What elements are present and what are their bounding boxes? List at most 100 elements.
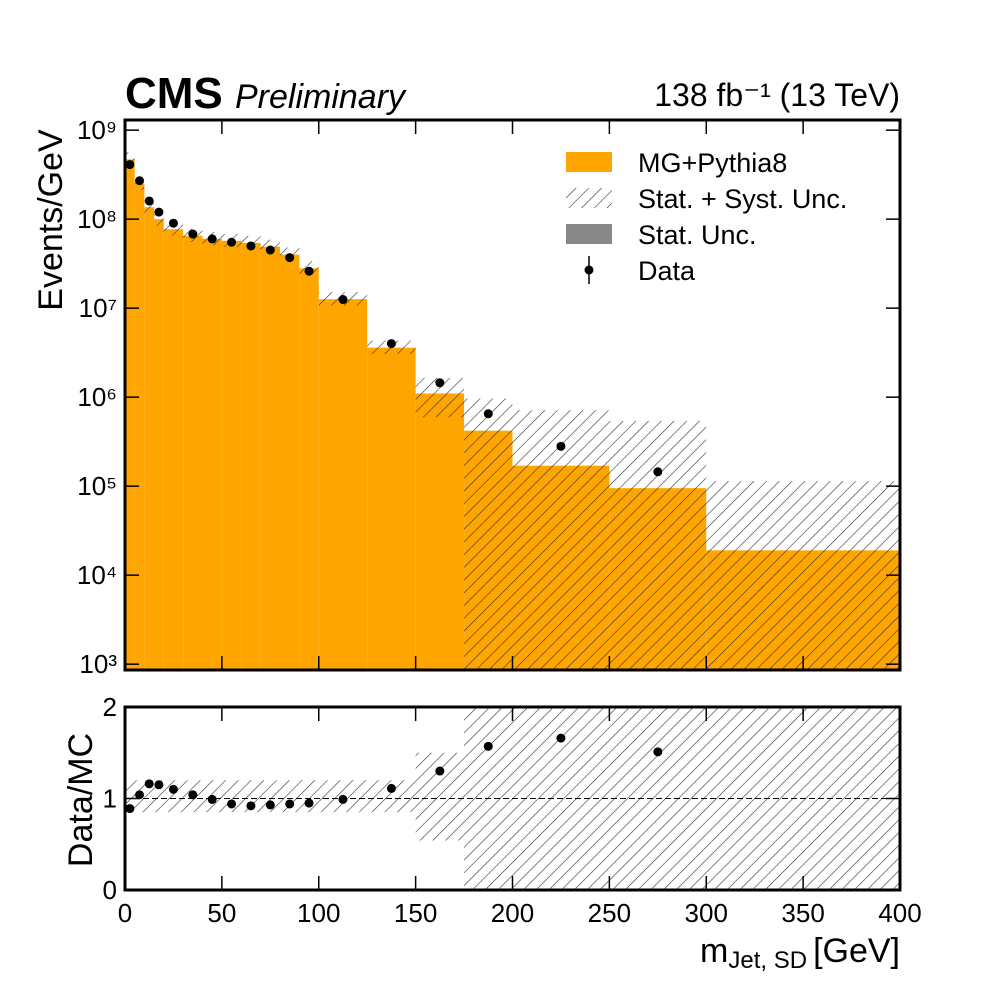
ratio-point [338, 794, 348, 804]
ratio-point [168, 784, 178, 794]
unc-band [464, 398, 513, 670]
data-point [168, 218, 178, 228]
mc-bar [125, 159, 135, 670]
ratio-unc-band [415, 752, 465, 841]
ratio-point [154, 780, 164, 790]
data-point [386, 339, 396, 349]
ratio-point [556, 733, 566, 743]
ratio-point [135, 790, 145, 800]
data-point [304, 266, 314, 276]
mc-bar [299, 268, 319, 670]
ratio-unc-band [163, 780, 184, 813]
x-tick-label: 200 [491, 898, 534, 928]
data-point [483, 409, 493, 419]
ratio-unc-band [260, 780, 280, 813]
y-tick-label: 10⁸ [77, 204, 117, 234]
mc-bar [183, 235, 203, 670]
mc-bar [415, 393, 465, 670]
y-tick-label: 10³ [79, 649, 117, 679]
y-tick-label: 2 [103, 692, 117, 722]
x-tick-label: 300 [685, 898, 728, 928]
y-tick-label: 10⁷ [79, 293, 117, 323]
legend-label: Stat. Unc. [638, 220, 757, 250]
ratio-point [653, 747, 663, 757]
ratio-unc-band [464, 707, 513, 890]
unc-band [154, 212, 164, 226]
y-tick-label: 10⁵ [77, 471, 117, 501]
data-point [188, 229, 198, 239]
x-label-sub: Jet, SD [728, 947, 807, 974]
unc-band [706, 481, 900, 670]
data-point [435, 378, 445, 388]
legend-swatch [566, 188, 612, 208]
ratio-unc-band [144, 780, 155, 813]
ratio-point [144, 779, 154, 789]
ratio-point [207, 794, 217, 804]
mc-bar [318, 299, 368, 670]
ratio-unc-band [280, 780, 300, 813]
main-plot [125, 152, 900, 670]
mc-bar [241, 242, 261, 670]
unc-band [144, 200, 155, 214]
status: Preliminary [235, 78, 407, 116]
unc-band [125, 152, 135, 166]
ratio-point [227, 799, 237, 809]
x-label-unit: [GeV] [813, 932, 900, 970]
mc-bar [154, 219, 164, 670]
ratio-point [483, 741, 493, 751]
unc-band [163, 222, 184, 236]
x-tick-label: 400 [878, 898, 921, 928]
data-point [653, 467, 663, 477]
data-point [144, 196, 154, 206]
panel-frame [123, 118, 902, 672]
ratio-unc-band [221, 780, 242, 813]
x-tick-label: 350 [781, 898, 824, 928]
x-tick-label: 50 [207, 898, 236, 928]
panel-frame [123, 705, 902, 892]
ratio-point [285, 799, 295, 809]
x-label-main: m [700, 932, 728, 970]
lumi: 138 fb⁻¹ (13 TeV) [654, 77, 900, 113]
mc-bar [134, 183, 145, 670]
y-tick-label: 1 [103, 784, 117, 814]
mc-bar [280, 254, 300, 670]
unc-band [609, 420, 707, 670]
ratio-plot [125, 707, 900, 890]
ratio-y-axis-label: Data/MC [62, 733, 100, 867]
experiment: CMS [125, 69, 223, 118]
ratio-point [125, 804, 135, 814]
ratio-point [246, 801, 256, 811]
x-tick-label: 250 [588, 898, 631, 928]
ratio-point [265, 800, 275, 810]
y-tick-label: 10⁹ [77, 115, 117, 145]
legend-label: MG+Pythia8 [638, 148, 787, 178]
legend-swatch [566, 152, 612, 172]
data-point [227, 237, 237, 247]
mc-bar [367, 347, 416, 670]
axes: MG+Pythia8 Stat. + Syst. Unc. Stat. Unc. Da… [77, 115, 922, 928]
ratio-unc-band [241, 780, 261, 813]
ratio-point [435, 766, 445, 776]
ratio-point [304, 798, 314, 808]
data-point [265, 245, 275, 255]
legend-label: Stat. + Syst. Unc. [638, 184, 847, 214]
legend-swatch [566, 224, 612, 244]
ratio-point [188, 790, 198, 800]
mc-bar [260, 246, 280, 670]
x-tick-label: 100 [297, 898, 340, 928]
ratio-unc-band [299, 780, 319, 813]
data-point [338, 295, 348, 305]
data-point [154, 207, 164, 217]
data-point [135, 176, 145, 186]
x-axis-label: mJet, SD [GeV] [700, 932, 900, 974]
legend-swatch [584, 265, 594, 275]
ratio-unc-band [154, 780, 164, 813]
ratio-point [386, 783, 396, 793]
x-tick-label: 150 [394, 898, 437, 928]
y-tick-label: 10⁶ [77, 382, 117, 412]
ratio-unc-band [125, 780, 135, 813]
y-tick-label: 10⁴ [77, 560, 117, 590]
data-point [556, 441, 566, 451]
legend-label: Data [638, 256, 696, 286]
